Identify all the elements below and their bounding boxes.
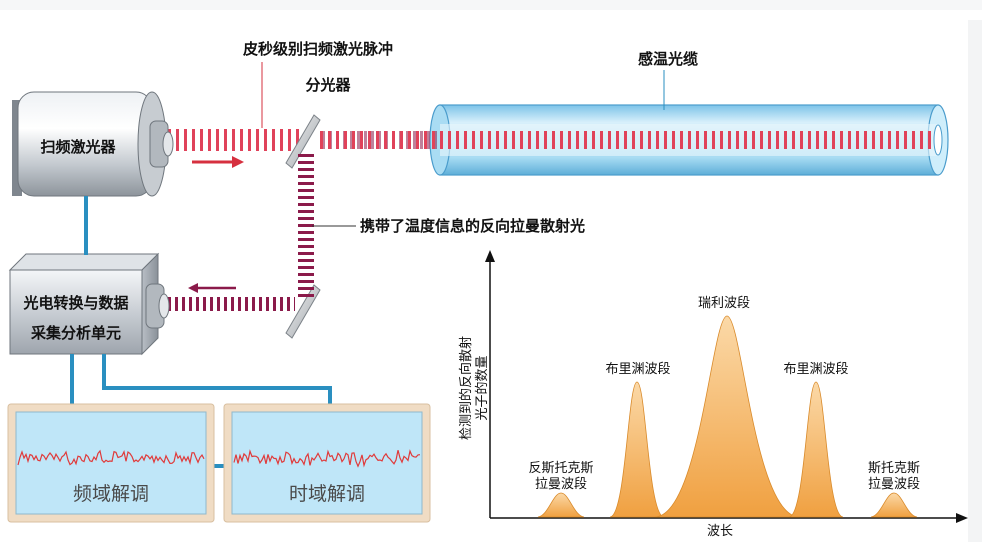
- anti-stokes-label-line1: 反斯托克斯: [528, 461, 593, 476]
- y-axis-label-line1: 检测到的反向散射: [458, 336, 474, 440]
- top-strip: [0, 0, 982, 10]
- y-axis-label-line2: 光子的数量: [474, 355, 490, 420]
- right-edge: [968, 20, 982, 542]
- time-waveform: [233, 449, 421, 468]
- time-demod-label: 时域解调: [289, 483, 365, 505]
- brillouin-left-label: 布里渊波段: [605, 362, 670, 377]
- beam-splitter-top: [285, 114, 321, 169]
- stokes-label-line2: 拉曼波段: [868, 477, 920, 492]
- cable-label: 感温光缆: [638, 50, 698, 68]
- freq-demod-screen: [7, 403, 215, 523]
- freq-demod-label: 频域解调: [73, 483, 149, 505]
- return-arrow-icon: [188, 283, 236, 293]
- unit-label-line2: 采集分析单元: [30, 324, 121, 342]
- peak-brillouin-left: [609, 381, 665, 518]
- peak-anti-stokes: [537, 492, 585, 518]
- splitter-label: 分光器: [305, 76, 351, 94]
- peak-stokes: [870, 492, 918, 518]
- spectrum-chart: [485, 250, 968, 523]
- freq-waveform: [17, 449, 205, 466]
- raman-return-horizontal: [163, 297, 295, 311]
- rayleigh-label: 瑞利波段: [698, 296, 750, 311]
- y-axis-arrow-icon: [485, 250, 495, 262]
- brillouin-right-label: 布里渊波段: [783, 362, 848, 377]
- stokes-label-line1: 斯托克斯: [868, 461, 920, 476]
- laser-pulse-train: [165, 129, 300, 151]
- unit-label-line1: 光电转换与数据: [22, 294, 128, 312]
- laser-label: 扫频激光器: [40, 138, 116, 156]
- return-label: 携带了温度信息的反向拉曼散射光: [360, 217, 585, 235]
- pulse-label: 皮秒级别扫频激光脉冲: [243, 40, 393, 58]
- acquisition-unit: [8, 252, 170, 356]
- anti-stokes-label-line2: 拉曼波段: [535, 477, 587, 492]
- connector-lines: [70, 196, 332, 468]
- peak-rayleigh: [654, 315, 800, 518]
- forward-arrow-icon: [192, 156, 244, 168]
- x-axis-arrow-icon: [956, 513, 968, 523]
- x-axis-label: 波长: [707, 524, 733, 539]
- raman-return-vertical: [298, 150, 314, 300]
- cable-pulse-train: [442, 131, 936, 149]
- peak-brillouin-right: [788, 381, 844, 518]
- time-demod-screen: [223, 403, 431, 523]
- sensing-cable: [429, 104, 949, 176]
- sweep-laser: [12, 91, 174, 197]
